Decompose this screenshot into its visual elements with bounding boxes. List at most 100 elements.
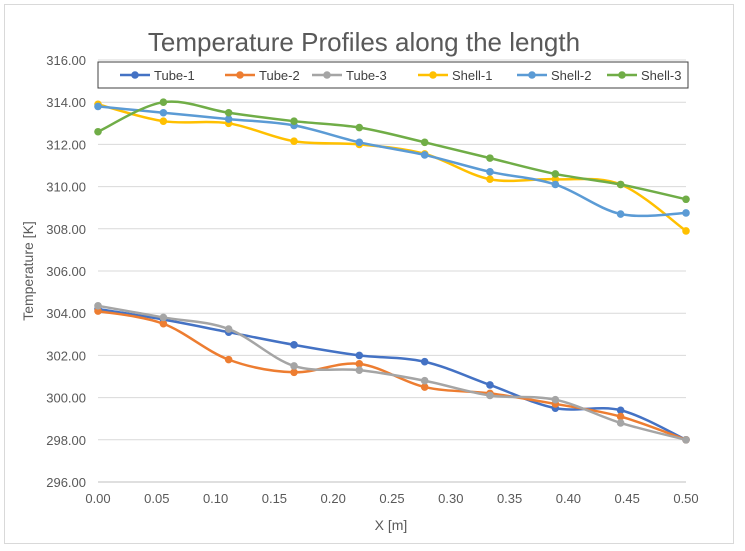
data-point xyxy=(290,362,298,370)
data-point xyxy=(224,355,233,364)
data-point xyxy=(486,381,494,389)
x-tick-label: 0.40 xyxy=(556,491,581,506)
y-tick-label: 312.00 xyxy=(46,137,86,152)
series-line xyxy=(97,100,687,201)
data-point xyxy=(290,117,298,125)
data-point xyxy=(420,383,429,391)
y-tick-label: 308.00 xyxy=(46,222,86,237)
x-tick-label: 0.20 xyxy=(321,491,346,506)
data-point xyxy=(159,313,168,322)
legend-label: Tube-2 xyxy=(259,68,300,83)
legend-swatch-marker xyxy=(131,71,139,79)
data-point xyxy=(616,180,625,189)
legend-swatch-marker xyxy=(618,71,626,79)
data-point xyxy=(420,376,429,385)
legend-label: Tube-1 xyxy=(154,68,195,83)
data-point xyxy=(224,325,233,333)
x-axis-label: X [m] xyxy=(375,517,408,533)
gridlines xyxy=(98,59,686,441)
data-point xyxy=(682,195,690,204)
y-tick-label: 298.00 xyxy=(46,433,86,448)
series-line xyxy=(97,103,687,232)
series-layer xyxy=(94,98,690,444)
x-tick-label: 0.50 xyxy=(673,491,698,506)
legend-label: Shell-2 xyxy=(551,68,591,83)
legend-label: Tube-3 xyxy=(346,68,387,83)
x-tick-label: 0.00 xyxy=(85,491,110,506)
series-line xyxy=(97,304,687,442)
data-point xyxy=(224,115,233,123)
y-tick-label: 306.00 xyxy=(46,264,86,279)
data-point xyxy=(290,137,298,146)
series-shell-3 xyxy=(94,98,690,204)
data-point xyxy=(486,175,494,184)
y-axis-ticks: 296.00 298.00 300.00 302.00 304.00 306.00 308.… xyxy=(46,53,86,490)
legend-item-shell-1: Shell-1 xyxy=(418,68,492,83)
x-tick-label: 0.15 xyxy=(262,491,287,506)
chart-area xyxy=(4,4,734,544)
y-axis-label: Temperature [K] xyxy=(20,221,36,321)
data-point xyxy=(94,127,102,136)
chart-title: Temperature Profiles along the length xyxy=(148,27,580,57)
legend-swatch-marker xyxy=(429,71,437,79)
data-point xyxy=(486,168,494,176)
data-point xyxy=(355,351,364,360)
legend-item-tube-2: Tube-2 xyxy=(225,68,300,83)
y-tick-label: 316.00 xyxy=(46,53,86,68)
legend-label: Shell-3 xyxy=(641,68,681,83)
data-point xyxy=(616,210,625,218)
series-tube-3 xyxy=(94,302,690,444)
x-tick-label: 0.30 xyxy=(438,491,463,506)
data-point xyxy=(159,319,168,328)
data-point xyxy=(94,102,102,111)
y-tick-label: 300.00 xyxy=(46,391,86,406)
data-point xyxy=(682,209,690,217)
y-tick-label: 310.00 xyxy=(46,180,86,195)
series-shell-1 xyxy=(94,100,690,235)
x-tick-label: 0.10 xyxy=(203,491,228,506)
data-point xyxy=(290,341,298,349)
x-tick-label: 0.45 xyxy=(615,491,640,506)
data-point xyxy=(355,138,364,147)
legend-item-tube-3: Tube-3 xyxy=(312,68,387,83)
y-tick-label: 302.00 xyxy=(46,348,86,363)
data-point xyxy=(159,108,168,117)
data-point xyxy=(159,98,168,106)
data-point xyxy=(355,360,364,368)
data-point xyxy=(682,436,690,444)
data-point xyxy=(616,406,625,415)
legend-label: Shell-1 xyxy=(452,68,492,83)
y-tick-label: 304.00 xyxy=(46,306,86,321)
legend-item-shell-3: Shell-3 xyxy=(607,68,681,83)
series-line xyxy=(97,105,687,218)
data-point xyxy=(616,419,625,427)
x-tick-label: 0.25 xyxy=(379,491,404,506)
data-point xyxy=(224,108,233,117)
y-tick-label: 296.00 xyxy=(46,475,86,490)
data-point xyxy=(486,391,494,400)
legend-box xyxy=(97,61,689,89)
legend-item-tube-1: Tube-1 xyxy=(120,68,195,83)
data-point xyxy=(94,302,102,310)
series-shell-2 xyxy=(94,102,690,218)
data-point xyxy=(420,138,429,147)
y-tick-label: 314.00 xyxy=(46,95,86,110)
x-axis-ticks: 0.00 0.05 0.10 0.15 0.20 0.25 0.30 0.35 0.40 0.45… xyxy=(85,491,698,506)
x-tick-label: 0.05 xyxy=(144,491,169,506)
data-point xyxy=(290,368,298,377)
data-point xyxy=(355,123,364,132)
data-point xyxy=(616,412,625,421)
legend-item-shell-2: Shell-2 xyxy=(517,68,591,83)
data-point xyxy=(682,227,690,235)
data-point xyxy=(355,366,364,374)
legend: Tube-1 Tube-2 Tube-3 Shell-1 Shell-2 Shell-3 xyxy=(97,61,689,89)
legend-swatch-marker xyxy=(323,71,331,79)
data-point xyxy=(551,175,560,184)
legend-swatch-marker xyxy=(528,71,536,79)
data-point xyxy=(420,151,429,159)
x-tick-label: 0.35 xyxy=(497,491,522,506)
legend-swatch-marker xyxy=(236,71,244,79)
data-point xyxy=(159,117,168,125)
data-point xyxy=(420,357,429,366)
